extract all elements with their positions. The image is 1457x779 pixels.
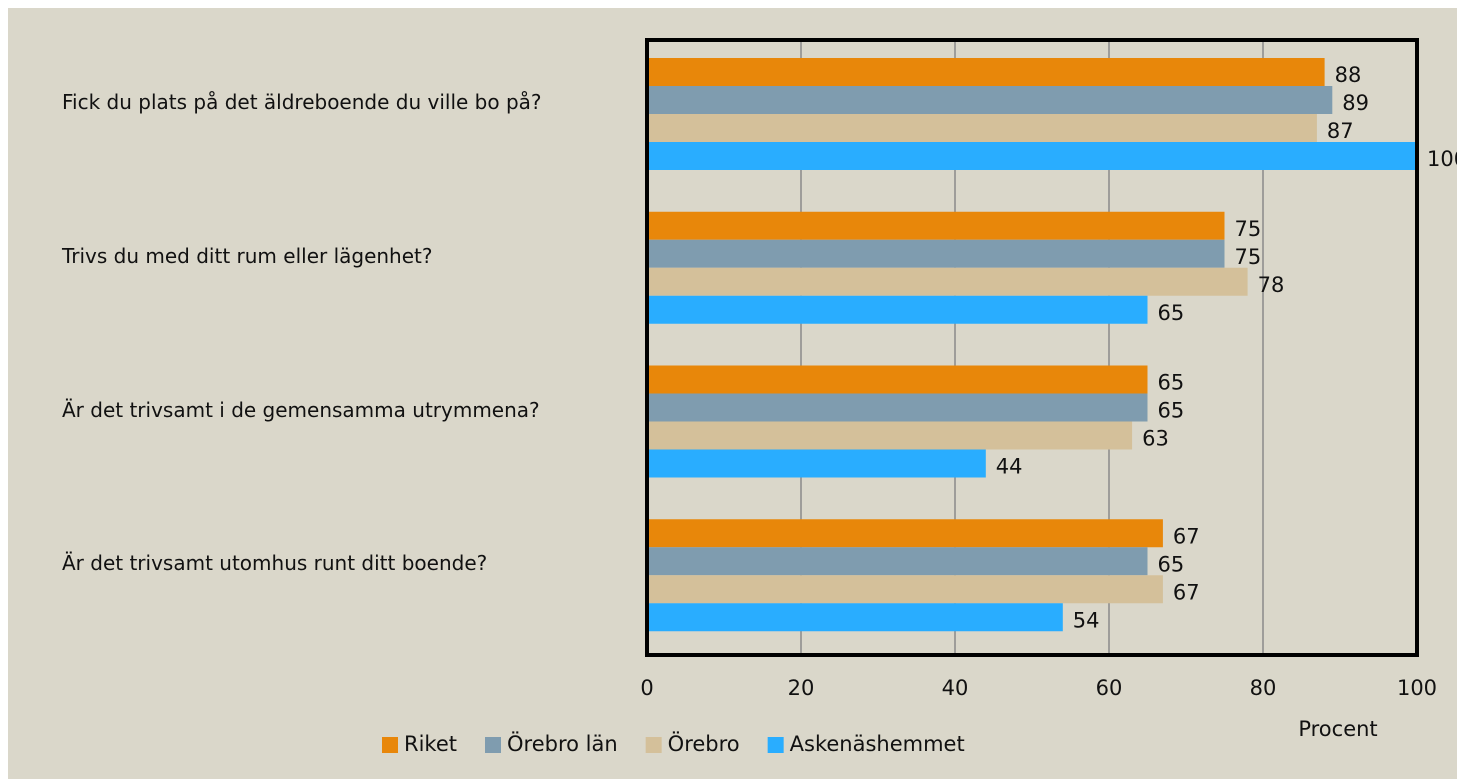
bar — [647, 393, 1148, 422]
category-label: Är det trivsamt i de gemensamma utrymmen… — [62, 397, 540, 422]
value-label: 67 — [1173, 580, 1200, 604]
legend-label: Askenäshemmet — [790, 732, 965, 756]
bar — [647, 449, 986, 478]
value-label: 65 — [1158, 301, 1185, 325]
value-label: 100 — [1427, 147, 1457, 171]
bar — [647, 239, 1225, 268]
bar — [647, 365, 1148, 394]
value-label: 89 — [1342, 91, 1369, 115]
bar — [647, 114, 1317, 142]
value-label: 67 — [1173, 524, 1200, 548]
x-axis-label: Procent — [1298, 717, 1377, 741]
value-label: 75 — [1235, 245, 1262, 269]
legend-label: Riket — [404, 732, 457, 756]
value-label: 65 — [1158, 371, 1185, 395]
x-tick-label: 40 — [942, 676, 969, 700]
value-label: 65 — [1158, 399, 1185, 423]
bar — [647, 519, 1163, 548]
legend-label: Örebro — [668, 731, 740, 756]
value-label: 75 — [1235, 217, 1262, 241]
category-label: Fick du plats på det äldreboende du vill… — [62, 90, 542, 114]
bar — [647, 575, 1163, 604]
bar — [647, 142, 1417, 170]
legend-swatch — [382, 737, 398, 753]
value-label: 63 — [1142, 427, 1169, 451]
value-label: 54 — [1073, 608, 1100, 632]
x-tick-label: 80 — [1250, 676, 1277, 700]
category-label: Är det trivsamt utomhus runt ditt boende… — [62, 551, 488, 576]
bar — [647, 547, 1148, 576]
chart-background: 0 20 40 60 80 100 Procent 88 89 87 100 75 75 78 65 65 65… — [8, 8, 1457, 779]
value-label: 44 — [996, 455, 1023, 479]
bar — [647, 211, 1225, 240]
bar — [647, 86, 1333, 114]
legend-swatch — [485, 737, 501, 753]
x-tick-label: 0 — [640, 676, 653, 700]
bar — [647, 58, 1325, 86]
value-label: 87 — [1327, 119, 1354, 143]
chart: 0 20 40 60 80 100 Procent 88 89 87 100 75 75 78 65 65 65… — [382, 38, 1457, 756]
value-label: 88 — [1335, 63, 1362, 87]
bar — [647, 421, 1133, 450]
plot-border — [645, 38, 1419, 657]
x-tick-label: 60 — [1096, 676, 1123, 700]
x-tick-label: 20 — [788, 676, 815, 700]
value-label: 78 — [1258, 273, 1285, 297]
legend-swatch — [767, 737, 784, 753]
value-label: 65 — [1158, 552, 1185, 576]
x-tick-label: 100 — [1397, 676, 1437, 700]
legend-label: Örebro län — [507, 731, 618, 756]
bar — [647, 603, 1063, 632]
category-label: Trivs du med ditt rum eller lägenhet? — [62, 243, 433, 268]
bar — [647, 295, 1148, 324]
legend-swatch — [645, 737, 662, 753]
bar — [647, 267, 1248, 296]
